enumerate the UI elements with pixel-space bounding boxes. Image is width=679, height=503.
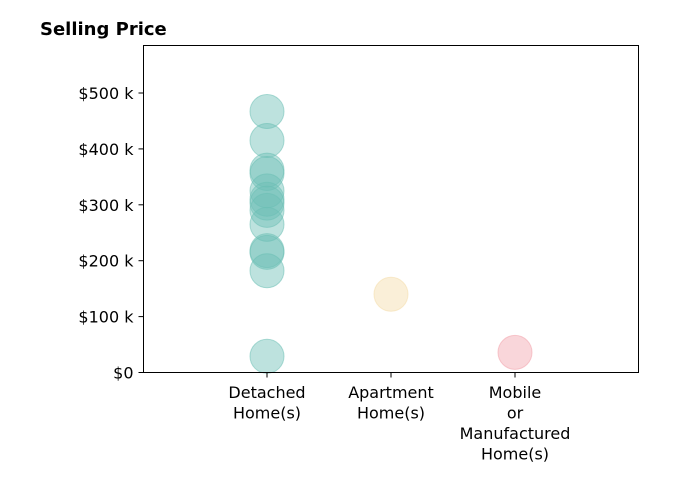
data-point bbox=[249, 93, 285, 129]
data-point bbox=[497, 334, 533, 370]
data-point bbox=[249, 123, 285, 159]
y-axis: $0 $100 k $200 k $300 k $400 k $500 k bbox=[78, 84, 144, 383]
x-tick-label: Apartment Home(s) bbox=[348, 383, 434, 423]
points-layer bbox=[249, 93, 533, 374]
y-tick-label: $400 k bbox=[78, 140, 134, 159]
y-tick-label: $200 k bbox=[78, 252, 134, 271]
chart-title: Selling Price bbox=[40, 19, 167, 40]
data-point bbox=[249, 192, 285, 228]
data-point bbox=[249, 185, 285, 221]
data-point bbox=[249, 206, 285, 242]
x-tick-label: Mobile or Manufactured Home(s) bbox=[460, 383, 571, 464]
data-point bbox=[249, 234, 285, 270]
data-point bbox=[249, 338, 285, 374]
data-point bbox=[249, 253, 285, 289]
y-tick-label: $300 k bbox=[78, 196, 134, 215]
y-tick-label: $100 k bbox=[78, 308, 134, 327]
y-tick-label: $0 bbox=[113, 364, 133, 383]
x-axis: Detached Home(s) Apartment Home(s) Mobile or M… bbox=[228, 372, 571, 464]
y-tick-label: $500 k bbox=[78, 84, 134, 103]
data-point bbox=[373, 276, 409, 312]
plot-frame bbox=[143, 45, 639, 373]
x-tick-label: Detached Home(s) bbox=[228, 383, 305, 423]
